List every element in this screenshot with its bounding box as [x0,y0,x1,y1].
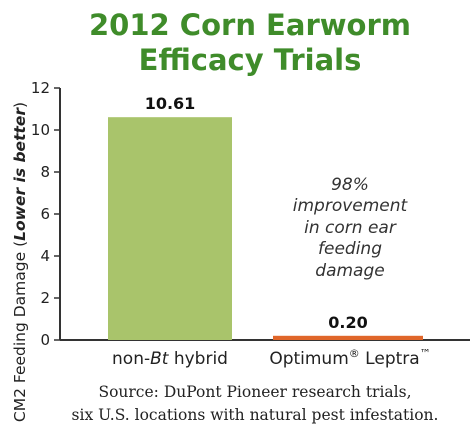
annotation-line-1: 98% [331,175,369,195]
annotation-line-3: in corn ear [304,218,397,238]
chart-title-line-2: Efficacy Trials [139,43,362,77]
data-label-1: 0.20 [328,313,367,332]
y-axis-label: CM2 Feeding Damage (Lower is better) [11,102,29,422]
annotation-line-2: improvement [293,196,409,216]
source-line-2: six U.S. locations with natural pest inf… [72,406,439,424]
cat-1-registered: ® [349,347,360,360]
chart-title: 2012 Corn Earworm Efficacy Trials [89,8,411,77]
data-label-0: 10.61 [145,94,196,113]
y-axis-ticks: 0 2 4 6 8 10 12 [31,79,60,349]
y-tick-label-12: 12 [31,79,50,97]
cat-1-post: Leptra [360,349,420,369]
source-line-1: Source: DuPont Pioneer research trials, [98,383,411,401]
x-tick-label-optimum-leptra: Optimum® Leptra™ [269,347,430,369]
bar-1 [273,335,423,340]
y-tick-label-6: 6 [40,205,50,223]
y-tick-label-0: 0 [40,331,50,349]
bars [108,117,423,340]
y-tick-label-8: 8 [40,163,50,181]
annotation-line-4: feeding [318,239,382,259]
cat-0-pre: non- [112,349,150,369]
bar-0 [108,117,232,340]
cat-0-italic: Bt [150,349,170,369]
data-labels: 10.61 0.20 [145,94,368,332]
cat-1-trademark: ™ [420,347,431,360]
chart-title-line-1: 2012 Corn Earworm [89,8,411,42]
x-tick-label-non-bt-hybrid: non-Bt hybrid [112,349,228,369]
y-axis-label-emphasis: Lower is better [11,107,29,241]
y-tick-label-2: 2 [40,289,50,307]
source-note: Source: DuPont Pioneer research trials, … [72,383,439,424]
cat-1-pre: Optimum [269,349,348,369]
annotation: 98% improvement in corn ear feeding dama… [293,175,409,281]
annotation-line-5: damage [315,261,384,281]
y-axis-label-suffix: ) [11,102,29,108]
y-tick-label-10: 10 [31,121,50,139]
cat-0-post: hybrid [168,349,228,369]
y-axis-label-prefix: CM2 Feeding Damage ( [11,241,29,422]
y-tick-label-4: 4 [40,247,50,265]
